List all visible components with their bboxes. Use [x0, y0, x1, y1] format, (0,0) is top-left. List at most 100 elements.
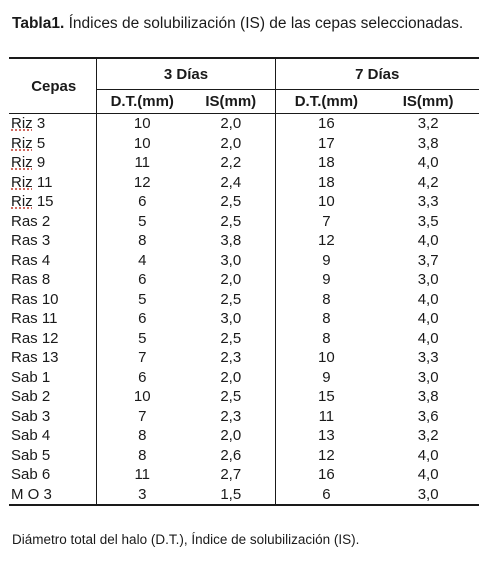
- cell-dt-7: 12: [274, 445, 378, 465]
- cell-cepa: Ras 8: [11, 271, 51, 288]
- cell-cepa: Ras 4: [11, 251, 51, 269]
- cell-is-3: 2,0: [220, 427, 242, 444]
- cell-is-3: 3,8: [220, 232, 242, 249]
- cell-is-7: 4,0: [417, 154, 439, 171]
- cell-is-3: 2,6: [220, 446, 242, 464]
- table-row: Ras 13 7 2,3 10 3,3: [9, 348, 479, 368]
- cell-is-3: 2,3: [220, 349, 242, 366]
- cell-cepa: Sab 3: [11, 407, 51, 425]
- cell-cepa: Riz 15: [11, 193, 54, 210]
- table-row: Sab 5 8 2,6 12 4,0: [9, 445, 479, 465]
- cell-is-3: 2,4: [220, 173, 242, 191]
- cell-cepa: Ras 10: [11, 290, 59, 308]
- header-is-3: IS(mm): [187, 89, 275, 114]
- table-row: Riz 9 11 2,2 18 4,0: [9, 153, 479, 173]
- cell-dt-3: 6: [96, 309, 188, 329]
- cell-dt-3: 11: [96, 465, 188, 485]
- cell-dt-7: 6: [274, 484, 378, 506]
- cell-is-7: 3,0: [417, 271, 439, 288]
- table-row: Ras 4 4 3,0 9 3,7: [9, 250, 479, 270]
- cell-is-3: 2,0: [220, 271, 242, 288]
- cell-is-3: 1,5: [187, 484, 275, 506]
- cell-dt-7: 10: [274, 192, 378, 212]
- cell-is-3: 2,3: [220, 407, 242, 425]
- table-row: Riz 15 6 2,5 10 3,3: [9, 192, 479, 212]
- cell-dt-7: 18: [274, 172, 378, 192]
- cell-cepa: Ras 3: [11, 232, 51, 249]
- cell-is-7: 3,3: [417, 193, 439, 210]
- cell-dt-7: 16: [274, 465, 378, 485]
- cell-is-3: 2,5: [220, 212, 242, 230]
- cell-cepa: Riz 9: [11, 154, 46, 171]
- header-is-7: IS(mm): [377, 89, 479, 114]
- cell-is-3: 2,5: [220, 329, 242, 347]
- cell-is-7: 3,7: [417, 251, 439, 269]
- cell-is-3: 2,5: [220, 290, 242, 308]
- cell-cepa: Sab 5: [11, 446, 51, 464]
- cell-dt-3: 11: [96, 153, 188, 173]
- cell-dt-3: 10: [96, 133, 188, 153]
- cell-dt-7: 9: [274, 367, 378, 387]
- cell-is-3: 2,7: [220, 466, 242, 483]
- table-caption: Tabla1. Índices de solubilización (IS) d…: [12, 15, 478, 32]
- table-row: M O 3 3 1,5 6 3,0: [9, 484, 479, 506]
- solubilization-table: Cepas 3 Días 7 Días D.T.(mm) IS(mm) D.T.…: [9, 57, 479, 506]
- cell-is-3: 2,5: [220, 388, 242, 405]
- cell-dt-7: 7: [274, 211, 378, 231]
- cell-is-7: 3,3: [417, 349, 439, 366]
- cell-is-7: 3,2: [417, 115, 439, 132]
- table-row: Ras 2 5 2,5 7 3,5: [9, 211, 479, 231]
- cell-cepa: Sab 6: [11, 466, 51, 483]
- table-row: Sab 6 11 2,7 16 4,0: [9, 465, 479, 485]
- table-row: Ras 3 8 3,8 12 4,0: [9, 231, 479, 251]
- cell-is-3: 2,0: [220, 368, 242, 386]
- table-row: Riz 5 10 2,0 17 3,8: [9, 133, 479, 153]
- cell-is-7: 3,2: [417, 427, 439, 444]
- cell-dt-3: 6: [96, 367, 188, 387]
- cell-dt-7: 9: [274, 250, 378, 270]
- cell-is-7: 3,5: [417, 212, 439, 230]
- table-row: Sab 2 10 2,5 15 3,8: [9, 387, 479, 407]
- cell-dt-7: 11: [274, 406, 378, 426]
- cell-dt-7: 8: [274, 328, 378, 348]
- table-row: Sab 4 8 2,0 13 3,2: [9, 426, 479, 446]
- caption-text: Índices de solubilización (IS) de las ce…: [64, 15, 464, 32]
- cell-cepa: Ras 11: [11, 310, 58, 327]
- cell-dt-3: 6: [96, 192, 188, 212]
- header-3-dias: 3 Días: [96, 57, 275, 90]
- table-row: Riz 3 10 2,0 16 3,2: [9, 113, 479, 134]
- cell-cepa: Sab 4: [11, 427, 51, 444]
- cell-cepa: Ras 13: [11, 349, 59, 366]
- header-cepas: Cepas: [9, 57, 97, 114]
- cell-dt-7: 15: [274, 387, 378, 407]
- caption-label: Tabla1.: [12, 15, 65, 32]
- cell-dt-3: 12: [96, 172, 188, 192]
- cell-dt-3: 7: [96, 406, 188, 426]
- cell-dt-3: 10: [96, 387, 188, 407]
- cell-is-7: 4,2: [417, 173, 439, 191]
- cell-is-7: 4,0: [417, 310, 439, 327]
- header-7-dias: 7 Días: [274, 57, 479, 90]
- cell-dt-7: 17: [274, 133, 378, 153]
- cell-dt-7: 9: [274, 270, 378, 290]
- cell-dt-3: 8: [96, 426, 188, 446]
- cell-dt-3: 10: [96, 113, 188, 134]
- cell-dt-7: 12: [274, 231, 378, 251]
- table-row: Ras 12 5 2,5 8 4,0: [9, 328, 479, 348]
- cell-dt-3: 6: [96, 270, 188, 290]
- cell-dt-7: 8: [274, 309, 378, 329]
- cell-cepa: Riz 3: [11, 115, 46, 132]
- table-row: Ras 8 6 2,0 9 3,0: [9, 270, 479, 290]
- table-row: Sab 1 6 2,0 9 3,0: [9, 367, 479, 387]
- cell-dt-7: 16: [274, 113, 378, 134]
- cell-cepa: Sab 2: [11, 388, 51, 405]
- cell-is-7: 4,0: [417, 290, 439, 308]
- cell-cepa: Sab 1: [11, 368, 51, 386]
- cell-is-3: 2,2: [220, 154, 242, 171]
- table-row: Ras 11 6 3,0 8 4,0: [9, 309, 479, 329]
- cell-is-7: 4,0: [417, 446, 439, 464]
- cell-is-7: 4,0: [417, 466, 439, 483]
- cell-is-7: 3,8: [417, 388, 439, 405]
- cell-dt-3: 8: [96, 231, 188, 251]
- cell-is-3: 2,0: [220, 134, 242, 152]
